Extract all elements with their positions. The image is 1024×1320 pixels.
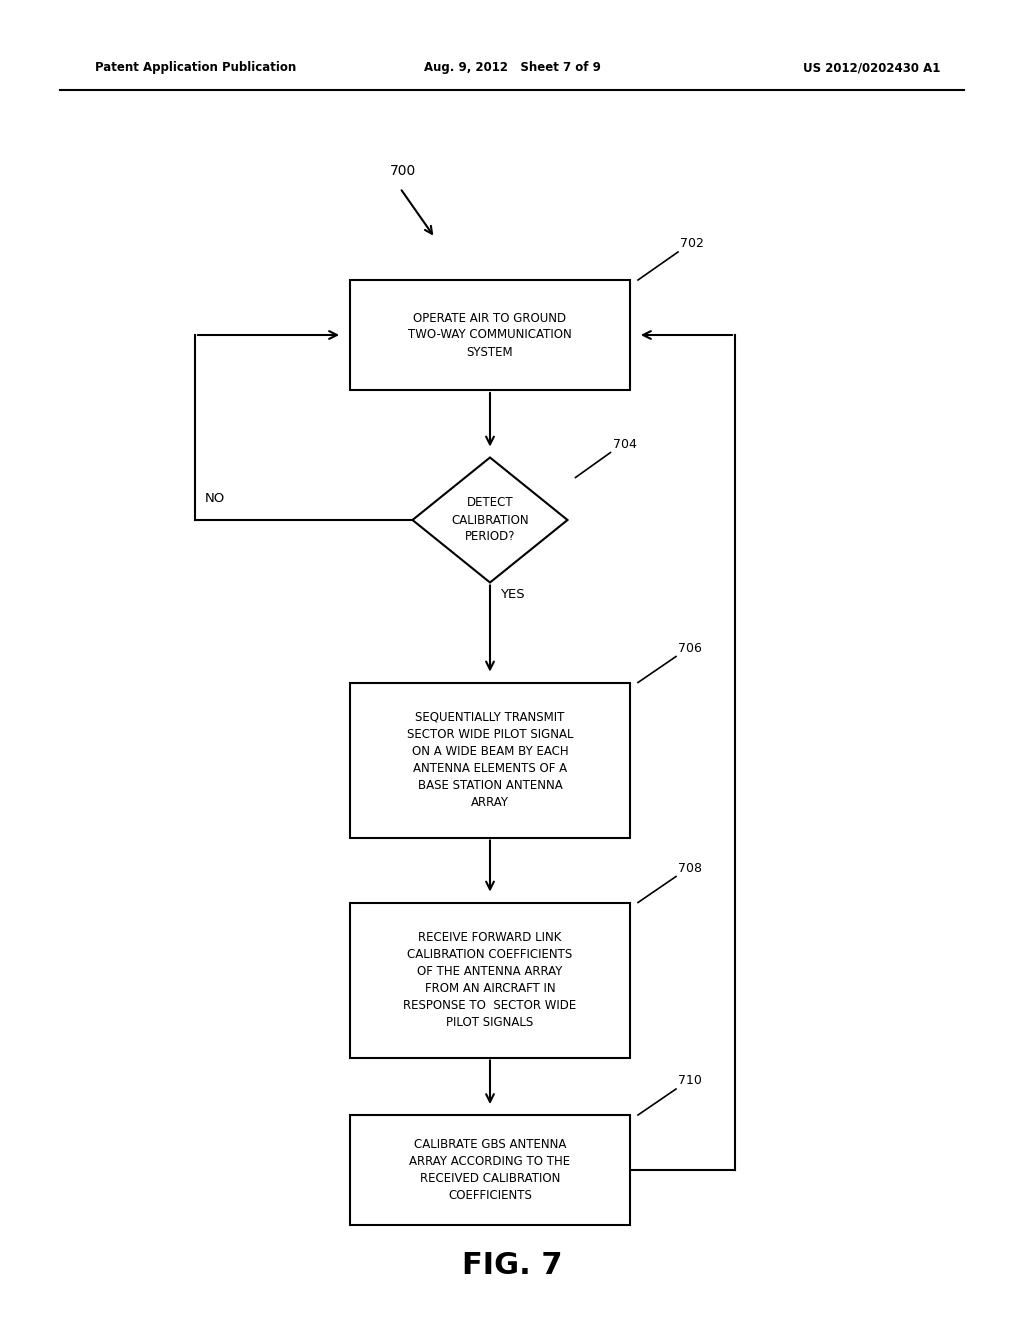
Text: 708: 708: [678, 862, 702, 874]
Text: YES: YES: [500, 587, 524, 601]
Polygon shape: [413, 458, 567, 582]
Text: Patent Application Publication: Patent Application Publication: [95, 62, 296, 74]
Text: DETECT
CALIBRATION
PERIOD?: DETECT CALIBRATION PERIOD?: [452, 496, 528, 544]
Text: 700: 700: [390, 164, 416, 178]
Text: CALIBRATE GBS ANTENNA
ARRAY ACCORDING TO THE
RECEIVED CALIBRATION
COEFFICIENTS: CALIBRATE GBS ANTENNA ARRAY ACCORDING TO…: [410, 1138, 570, 1203]
Text: 710: 710: [678, 1074, 701, 1086]
Text: Aug. 9, 2012   Sheet 7 of 9: Aug. 9, 2012 Sheet 7 of 9: [424, 62, 600, 74]
Bar: [350, 903, 630, 1057]
Text: US 2012/0202430 A1: US 2012/0202430 A1: [803, 62, 940, 74]
Text: 704: 704: [612, 437, 636, 450]
Text: FIG. 7: FIG. 7: [462, 1250, 562, 1279]
Text: 702: 702: [680, 238, 703, 249]
Text: RECEIVE FORWARD LINK
CALIBRATION COEFFICIENTS
OF THE ANTENNA ARRAY
FROM AN AIRCR: RECEIVE FORWARD LINK CALIBRATION COEFFIC…: [403, 931, 577, 1030]
Text: OPERATE AIR TO GROUND
TWO-WAY COMMUNICATION
SYSTEM: OPERATE AIR TO GROUND TWO-WAY COMMUNICAT…: [409, 312, 571, 359]
Text: SEQUENTIALLY TRANSMIT
SECTOR WIDE PILOT SIGNAL
ON A WIDE BEAM BY EACH
ANTENNA EL: SEQUENTIALLY TRANSMIT SECTOR WIDE PILOT …: [407, 711, 573, 809]
Text: 706: 706: [678, 642, 701, 655]
Bar: [350, 1115, 630, 1225]
Bar: [350, 280, 630, 389]
Bar: [350, 682, 630, 837]
Text: NO: NO: [205, 492, 225, 506]
